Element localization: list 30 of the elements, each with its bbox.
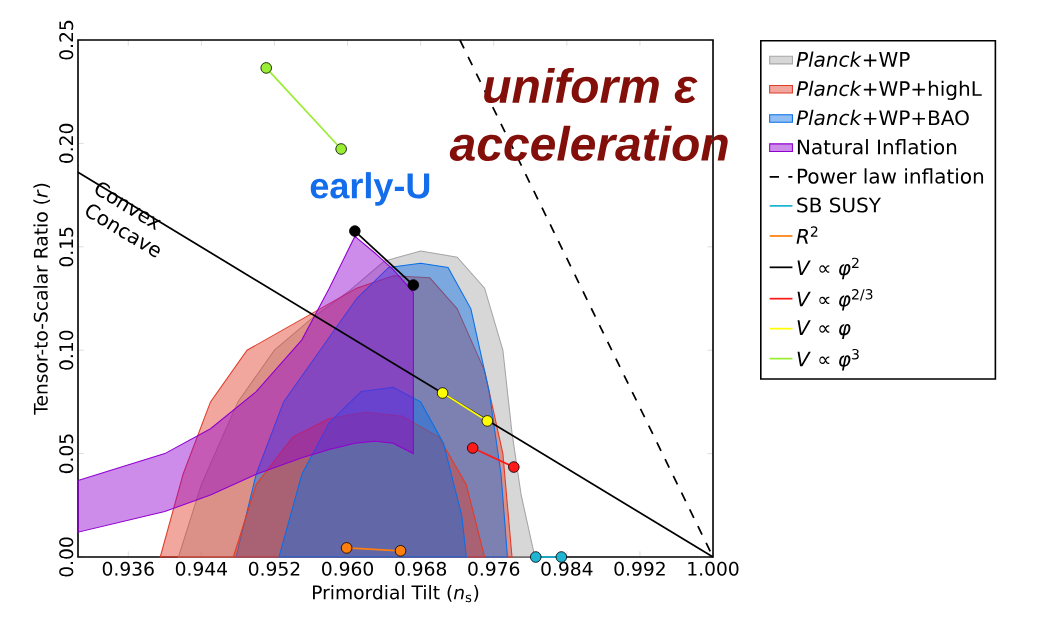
y-tick-label: 0.20 [59,123,74,163]
x-tick-label: 0.984 [541,561,593,576]
annotation: uniform ε [484,67,698,104]
y-tick-label: 0.15 [59,227,74,267]
x-tick-label: 0.936 [102,561,154,576]
x-tick-label: 0.976 [468,561,520,576]
legend-label: SB SUSY [797,197,882,213]
y-tick-label: 0.25 [59,20,74,60]
legend-label: V ∝ φ$^{2}$ [797,257,859,280]
legend-label: V ∝ φ$^{2/3}$ [797,289,873,311]
y-tick-label: 0.00 [59,537,74,577]
x-tick-label: 1.000 [688,561,739,576]
y-axis-title: Tensor-to-Scalar Ratio (r) [33,183,51,415]
x-tick-label: 0.968 [395,561,447,576]
y-tick-label: 0.05 [59,434,74,474]
legend-label: R$^{2}$ [796,226,818,244]
x-tick-label: 0.960 [322,561,374,576]
legend-label: Planck+WP+highL [796,80,982,101]
legend-label: Planck+WP [796,51,910,67]
x-axis-title: Primordial Tilt (n$_{s}$) [313,584,479,603]
legend-label: Power law inflation [797,168,984,184]
legend-label: Planck+WP+BAO [796,109,969,126]
x-tick-label: 0.992 [614,561,665,576]
x-tick-label: 0.952 [248,561,300,576]
legend-label: V ∝ φ [797,320,851,340]
x-tick-label: 0.944 [175,561,228,576]
annotation: early-U [310,172,430,206]
y-tick-label: 0.10 [59,330,74,370]
legend-label: Natural Inflation [797,139,957,155]
legend-label: V ∝ φ$^{3}$ [797,348,859,371]
